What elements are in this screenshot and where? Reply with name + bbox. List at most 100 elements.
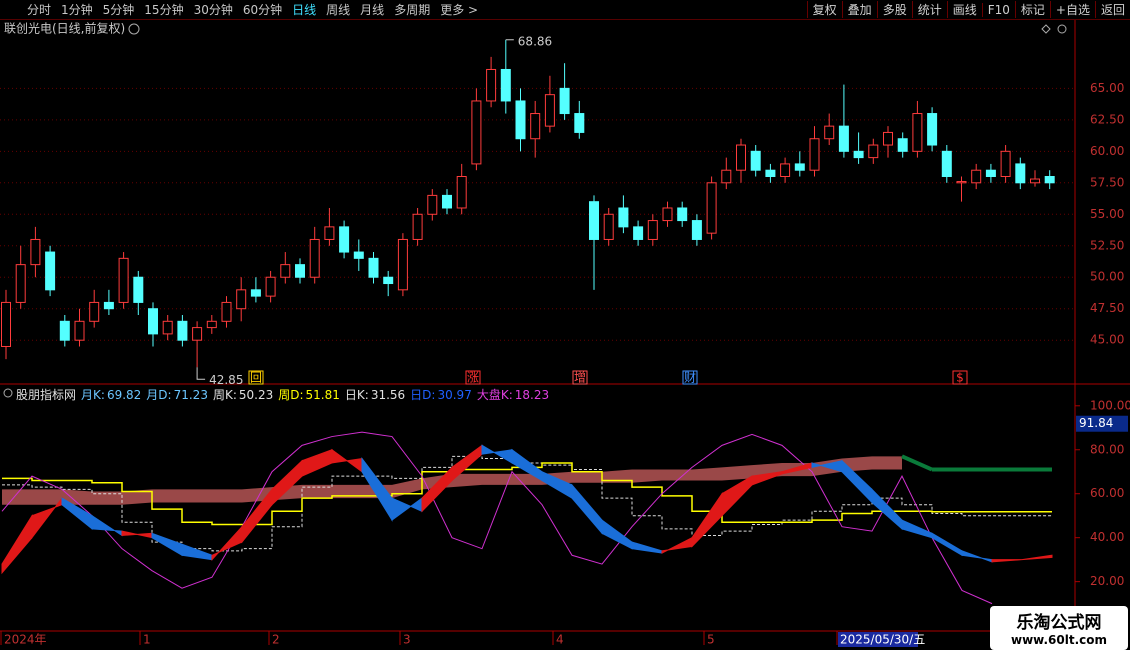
candle-body (1015, 163, 1026, 184)
diamond-icon (1041, 24, 1051, 34)
candle-body (1030, 178, 1040, 184)
monthly-band (212, 489, 242, 503)
legend-item: 日K: 31.56 (345, 386, 405, 403)
candle-body (603, 213, 614, 240)
legend-label: 周D: (278, 388, 304, 402)
event-marker: 财 (684, 371, 696, 385)
legend-item: 日D: 30.97 (410, 386, 472, 403)
daily-ribbon (1021, 554, 1053, 561)
legend-value: 69.82 (106, 388, 142, 402)
candle-body (486, 68, 497, 102)
date-label: 2 (272, 633, 280, 647)
y-tick-label: 65.00 (1090, 81, 1124, 95)
legend-value: 71.23 (173, 388, 208, 402)
toolbar-tab[interactable]: 30分钟 (193, 3, 233, 17)
candle-body (721, 169, 732, 184)
toolbar-button[interactable]: F10 (981, 2, 1015, 17)
candle-body (236, 289, 247, 310)
candle-body (736, 144, 746, 171)
toolbar-button[interactable]: +自选 (1049, 1, 1095, 18)
date-label: 2025/05/30/五 (840, 633, 925, 647)
toolbar-button[interactable]: 复权 (806, 1, 842, 18)
toolbar-button[interactable]: 标记 (1014, 1, 1050, 18)
toolbar-tab[interactable]: 60分钟 (242, 3, 283, 17)
candle-body (883, 131, 893, 146)
candle-body (206, 320, 217, 329)
candle-body (589, 201, 599, 240)
watermark: 乐淘公式网 www.60lt.com (990, 606, 1128, 650)
candle-body (780, 163, 791, 178)
candle-body (765, 169, 776, 178)
indicator-legend: 股朋指标网 月K: 69.82 月D: 71.23 周K: 50.23 周D: 51.81 日K:… (4, 386, 549, 403)
y-tick-label: 40.00 (1090, 530, 1124, 544)
toolbar-tab[interactable]: 5分钟 (102, 3, 135, 17)
candle-body (103, 301, 114, 310)
candle-body (280, 264, 291, 278)
y-tick-label: 62.50 (1090, 112, 1124, 126)
candle-body (574, 113, 585, 133)
toolbar-tab[interactable]: 更多 > (440, 3, 479, 17)
monthly-band (632, 469, 662, 483)
candle-body (633, 226, 644, 240)
market-k-line (1, 431, 993, 605)
indicator-icon (3, 388, 13, 398)
toolbar-tab[interactable]: 多周期 (394, 3, 431, 17)
monthly-band (662, 469, 692, 481)
candle-body (118, 257, 129, 303)
candle-body (265, 276, 276, 297)
candle-body (912, 113, 923, 152)
legend-value: 30.97 (437, 388, 472, 402)
toolbar-tab[interactable]: 周线 (326, 3, 351, 17)
candle-body (456, 176, 467, 209)
y-tick-label: 57.50 (1090, 175, 1124, 189)
toolbar-button[interactable]: 画线 (946, 1, 982, 18)
candle-body (544, 94, 555, 127)
candle-body (250, 289, 261, 297)
date-label: 3 (403, 633, 411, 647)
watermark-url: www.60lt.com (1010, 633, 1108, 647)
toolbar-tab[interactable]: 日线 (292, 3, 317, 17)
toolbar-button[interactable]: 统计 (911, 1, 947, 18)
candle-body (192, 327, 203, 341)
y-tick-label: 20.00 (1090, 574, 1124, 588)
legend-item: 月K: 69.82 (81, 386, 141, 403)
candle-body (177, 320, 188, 341)
toolbar-tab[interactable]: 1分钟 (61, 3, 93, 17)
toolbar-tab[interactable]: 分时 (27, 3, 52, 17)
candle-body (133, 276, 144, 303)
candle-body (794, 163, 805, 171)
candle-body (368, 257, 379, 278)
low-label: 42.85 (209, 373, 243, 387)
date-label: 4 (556, 633, 564, 647)
monthly-band (92, 491, 122, 505)
candle-body (148, 308, 158, 335)
monthly-band (482, 473, 512, 485)
event-marker-box (952, 370, 968, 385)
toolbar-tab[interactable]: 15分钟 (144, 3, 184, 17)
date-highlight (838, 632, 918, 647)
event-marker-box (572, 370, 588, 385)
candle-body (162, 320, 173, 335)
toolbar-button[interactable]: 叠加 (841, 1, 877, 18)
event-marker-box (465, 370, 481, 385)
monthly-band (572, 471, 602, 483)
legend-item: 周D: 51.81 (278, 386, 340, 403)
y-tick-label: 60.00 (1090, 486, 1124, 500)
toolbar-button[interactable]: 返回 (1094, 1, 1130, 18)
monthly-band (332, 484, 362, 499)
toolbar-tab[interactable]: 月线 (360, 3, 385, 17)
event-marker: $ (956, 371, 964, 385)
toolbar-button[interactable]: 多股 (876, 1, 912, 18)
legend-item: 月D: 71.23 (146, 386, 208, 403)
legend-label: 大盘K: (476, 388, 513, 402)
low-pointer (196, 367, 206, 380)
current-badge (1076, 415, 1128, 432)
candle-body (956, 181, 967, 184)
candle-body (89, 301, 100, 322)
y-tick-label: 52.50 (1090, 238, 1124, 252)
candle-body (677, 207, 688, 222)
monthly-band (32, 489, 62, 505)
monthly-band (182, 489, 212, 503)
daily-ribbon (991, 559, 1023, 563)
